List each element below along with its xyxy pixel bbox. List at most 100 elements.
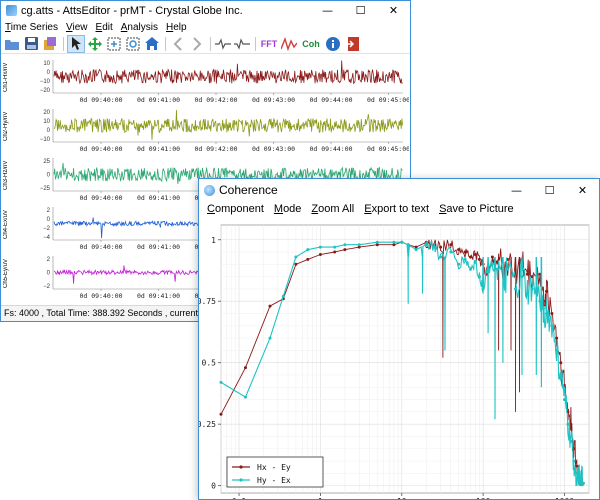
menu-component[interactable]: Component bbox=[207, 203, 264, 215]
time-tick-label: 0d 09:45:00 bbox=[367, 96, 409, 104]
menu-help[interactable]: Help bbox=[166, 21, 187, 33]
menu-zoom-all[interactable]: Zoom All bbox=[311, 203, 355, 215]
coh-icon[interactable]: Coh bbox=[302, 38, 320, 49]
y-tick-label: 0 bbox=[47, 271, 51, 277]
time-tick-label: 0d 09:41:00 bbox=[137, 243, 180, 251]
filter2-icon[interactable] bbox=[233, 35, 251, 53]
channel-plot-1[interactable]: Ch1-Hx/nV 10 0 −10 −20 0d 09:40:00 0d 09:41:0… bbox=[3, 57, 409, 104]
pointer-icon[interactable] bbox=[67, 34, 85, 53]
zoom-fit-icon[interactable] bbox=[124, 35, 142, 53]
data-point bbox=[333, 245, 337, 249]
y-tick-label: 0 bbox=[47, 217, 51, 223]
menu-export-to-text[interactable]: Export to text bbox=[364, 203, 430, 215]
data-point bbox=[463, 250, 467, 254]
coherence-chart[interactable]: 0.1 1 10 100 1000 0 0.25 0.5 0.75 1 Hx - Ey Hy - Ex bbox=[199, 217, 599, 499]
menu-time-series[interactable]: Time Series bbox=[5, 21, 58, 33]
data-point bbox=[545, 312, 548, 315]
data-point bbox=[244, 366, 247, 370]
data-point bbox=[343, 248, 347, 252]
data-point bbox=[579, 481, 583, 485]
data-point bbox=[550, 324, 554, 328]
data-point bbox=[219, 412, 223, 416]
data-point bbox=[541, 307, 545, 311]
x-tick-label: 10 bbox=[397, 497, 407, 499]
y-tick-label: 20 bbox=[43, 110, 50, 116]
y-tick-label: 0 bbox=[211, 482, 216, 491]
time-tick-label: 0d 09:40:00 bbox=[79, 292, 122, 300]
data-point bbox=[463, 257, 467, 261]
data-point bbox=[343, 243, 347, 247]
info-icon[interactable] bbox=[324, 35, 342, 53]
spectrum-icon[interactable] bbox=[280, 35, 298, 53]
menu-edit[interactable]: Edit bbox=[95, 21, 113, 33]
close-button[interactable]: ✕ bbox=[388, 4, 399, 17]
coherence-window-title: Coherence bbox=[219, 183, 278, 197]
data-point bbox=[400, 240, 404, 244]
data-point bbox=[375, 240, 379, 244]
coherence-titlebar[interactable]: Coherence — ☐ ✕ bbox=[199, 179, 599, 201]
forward-icon[interactable] bbox=[188, 35, 206, 53]
fft-icon[interactable]: FFT bbox=[260, 38, 278, 49]
coherence-menubar: Component Mode Zoom All Export to text S… bbox=[199, 201, 599, 217]
time-tick-label: 0d 09:41:00 bbox=[137, 96, 180, 104]
y-tick-label: −25 bbox=[40, 186, 51, 192]
menu-view[interactable]: View bbox=[66, 21, 88, 33]
exit-icon[interactable] bbox=[343, 35, 361, 53]
time-tick-label: 0d 09:44:00 bbox=[309, 96, 352, 104]
channel-plot-2[interactable]: Ch2-Hy/nV 20 10 0 −10 0d 09:40:00 0d 09:41:00… bbox=[3, 106, 409, 153]
coherence-minimize-button[interactable]: — bbox=[511, 183, 522, 197]
minimize-button[interactable]: — bbox=[322, 4, 333, 17]
data-point bbox=[318, 245, 322, 249]
y-tick-label: 2 bbox=[47, 257, 51, 263]
y-tick-label: 10 bbox=[43, 61, 50, 67]
data-point bbox=[449, 243, 453, 247]
data-point bbox=[469, 255, 472, 259]
home-icon[interactable] bbox=[143, 35, 161, 53]
y-tick-label: 1 bbox=[211, 236, 216, 245]
data-point bbox=[414, 245, 418, 249]
data-point bbox=[424, 243, 428, 247]
data-point bbox=[569, 422, 573, 426]
time-tick-label: 0d 09:41:00 bbox=[137, 194, 180, 202]
menu-mode[interactable]: Mode bbox=[273, 203, 302, 215]
filter1-icon[interactable] bbox=[214, 35, 232, 53]
menu-save-to-picture[interactable]: Save to Picture bbox=[439, 203, 514, 215]
y-tick-label: 0 bbox=[47, 128, 51, 134]
trace-line bbox=[53, 60, 403, 85]
main-menubar: Time Series View Edit Analysis Help bbox=[1, 20, 410, 34]
channel-trace: 20 10 0 −10 0d 09:40:00 0d 09:41:00 0d 09:42:0… bbox=[40, 109, 409, 153]
export-icon[interactable] bbox=[41, 35, 59, 53]
data-point bbox=[392, 240, 396, 244]
time-tick-label: 0d 09:40:00 bbox=[79, 194, 122, 202]
data-point bbox=[572, 459, 576, 463]
data-point bbox=[244, 395, 247, 399]
x-tick-label: 0.1 bbox=[232, 497, 247, 499]
data-point bbox=[520, 275, 524, 279]
data-point bbox=[392, 243, 396, 247]
zoom-box-icon[interactable] bbox=[105, 35, 123, 53]
y-tick-label: 2 bbox=[47, 208, 51, 214]
coherence-maximize-button[interactable]: ☐ bbox=[544, 183, 555, 197]
back-icon[interactable] bbox=[169, 35, 187, 53]
x-tick-label: 1000 bbox=[555, 497, 574, 499]
series-hy-ex bbox=[219, 238, 585, 487]
time-tick-label: 0d 09:41:00 bbox=[137, 145, 180, 153]
y-tick-label: 0 bbox=[47, 173, 51, 179]
time-tick-label: 0d 09:40:00 bbox=[79, 96, 122, 104]
time-tick-label: 0d 09:43:00 bbox=[252, 96, 295, 104]
pan-icon[interactable] bbox=[86, 35, 104, 53]
y-tick-label: −2 bbox=[43, 226, 51, 232]
main-titlebar[interactable]: cg.atts - AttsEditor - prMT - Crystal Gl… bbox=[1, 1, 410, 20]
main-toolbar: FFT Coh bbox=[1, 34, 410, 54]
maximize-button[interactable]: ☐ bbox=[355, 4, 366, 17]
data-point bbox=[357, 243, 361, 247]
save-icon[interactable] bbox=[22, 35, 40, 53]
data-point bbox=[574, 471, 578, 475]
data-point bbox=[268, 304, 272, 308]
menu-analysis[interactable]: Analysis bbox=[120, 21, 158, 33]
time-tick-label: 0d 09:44:00 bbox=[309, 145, 352, 153]
coherence-window: Coherence — ☐ ✕ Component Mode Zoom All … bbox=[198, 178, 600, 500]
coherence-close-button[interactable]: ✕ bbox=[577, 183, 588, 197]
open-folder-icon[interactable] bbox=[3, 35, 21, 53]
data-point bbox=[306, 257, 310, 261]
